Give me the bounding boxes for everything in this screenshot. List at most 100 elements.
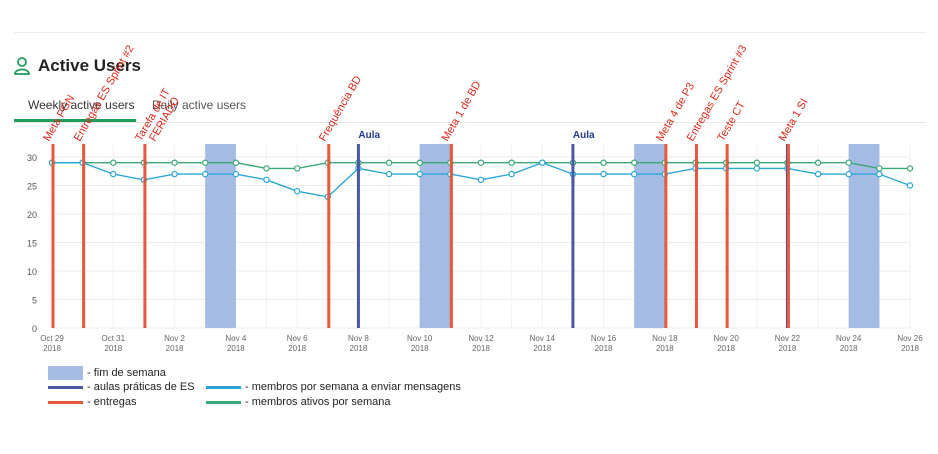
x-tick-year: 2018 <box>227 344 245 353</box>
data-point-weekly <box>263 165 270 172</box>
data-point-weekly <box>845 159 852 166</box>
card-header: Active Users <box>14 56 141 76</box>
legend-item-weekly: - membros ativos por semana <box>206 396 391 408</box>
legend-swatch <box>206 400 241 404</box>
x-tick-year: 2018 <box>166 344 184 353</box>
x-tick-year: 2018 <box>533 344 551 353</box>
entrega-label: Entregas ES Sprint #2 <box>72 43 137 143</box>
y-tick-label: 30 <box>27 153 37 163</box>
legend-swatch <box>48 366 83 380</box>
data-point-weekly <box>385 159 393 166</box>
x-tick-label: Nov 26 <box>897 334 923 343</box>
data-point-messaging <box>814 170 822 178</box>
y-tick-label: 25 <box>27 182 37 192</box>
data-point-messaging <box>293 187 301 195</box>
data-point-messaging <box>385 170 393 178</box>
data-point-weekly <box>753 159 760 166</box>
x-tick-year: 2018 <box>901 344 919 353</box>
data-point-weekly <box>876 165 883 172</box>
data-point-messaging <box>263 176 270 183</box>
legend-label: - entregas <box>87 396 137 408</box>
legend-item-weekend: - fim de semana <box>48 366 166 380</box>
x-tick-label: Nov 8 <box>348 334 369 343</box>
aula-label: Aula <box>573 130 595 141</box>
data-point-messaging <box>477 176 485 183</box>
entrega-label: Meta 1 SI <box>777 97 811 144</box>
x-tick-year: 2018 <box>288 344 306 353</box>
y-tick-label: 20 <box>27 210 37 220</box>
legend-item-aulas: - aulas práticas de ES <box>48 381 195 393</box>
weekend-band <box>848 144 880 328</box>
weekend-band <box>205 144 236 328</box>
legend-item-entregas: - entregas <box>48 396 137 408</box>
data-point-weekly <box>477 159 485 166</box>
page-title: Active Users <box>38 56 142 75</box>
tab-bar: Weekly active users Daily active users <box>14 94 926 123</box>
data-point-messaging <box>110 170 117 178</box>
tab-weekly-active-users[interactable]: Weekly active users <box>28 98 135 112</box>
data-point-messaging <box>906 182 914 189</box>
data-point-weekly <box>906 165 914 172</box>
data-point-messaging <box>508 170 515 178</box>
data-point-weekly <box>110 159 117 166</box>
entrega-label: Entregas ES Sprint #3 <box>685 43 750 143</box>
x-tick-year: 2018 <box>43 344 61 353</box>
legend-label: - membros ativos por semana <box>245 396 391 408</box>
data-point-messaging <box>539 159 546 166</box>
x-tick-year: 2018 <box>656 344 674 353</box>
data-point-messaging <box>845 170 852 178</box>
y-tick-label: 15 <box>27 239 37 249</box>
active-tab-indicator <box>14 119 136 122</box>
x-tick-label: Nov 24 <box>836 334 862 343</box>
x-tick-label: Nov 14 <box>530 334 556 343</box>
data-point-messaging <box>416 170 423 178</box>
legend-item-messaging: - membros por semana a enviar mensagens <box>206 381 461 393</box>
x-tick-label: Nov 18 <box>652 334 678 343</box>
x-tick-year: 2018 <box>411 344 429 353</box>
x-tick-year: 2018 <box>779 344 797 353</box>
x-tick-year: 2018 <box>840 344 858 353</box>
data-point-weekly <box>171 159 178 166</box>
data-point-weekly <box>293 165 301 172</box>
x-tick-year: 2018 <box>595 344 613 353</box>
top-divider <box>14 32 926 33</box>
tab-daily-active-users[interactable]: Daily active users <box>152 98 247 112</box>
x-tick-label: Oct 31 <box>101 334 125 343</box>
x-tick-label: Nov 4 <box>225 334 246 343</box>
data-point-weekly <box>814 159 822 166</box>
data-point-messaging <box>876 170 883 178</box>
entrega-label: Frequência BD <box>317 74 364 144</box>
x-tick-label: Nov 12 <box>468 334 494 343</box>
x-tick-year: 2018 <box>717 344 735 353</box>
x-tick-label: Nov 20 <box>713 334 739 343</box>
x-tick-label: Oct 29 <box>40 334 64 343</box>
user-icon <box>14 57 30 75</box>
data-point-messaging <box>631 170 638 178</box>
x-tick-label: Nov 2 <box>164 334 185 343</box>
x-tick-label: Nov 22 <box>775 334 801 343</box>
weekend-band <box>419 144 451 328</box>
x-tick-year: 2018 <box>104 344 122 353</box>
data-point-messaging <box>202 170 209 178</box>
legend-swatch <box>48 385 83 389</box>
data-point-weekly <box>232 159 240 166</box>
legend-label: - membros por semana a enviar mensagens <box>245 381 461 393</box>
data-point-messaging <box>171 170 178 178</box>
legend-swatch <box>48 400 83 404</box>
x-tick-year: 2018 <box>350 344 368 353</box>
data-point-weekly <box>202 159 209 166</box>
data-point-weekly <box>416 159 423 166</box>
data-point-messaging <box>600 170 607 178</box>
annotation-markers <box>51 144 790 328</box>
grid <box>51 144 911 329</box>
x-tick-label: Nov 10 <box>407 334 433 343</box>
weekend-band <box>634 144 665 328</box>
x-tick-label: Nov 6 <box>287 334 308 343</box>
data-point-weekly <box>600 159 607 166</box>
legend-label: - fim de semana <box>87 367 166 379</box>
y-tick-label: 10 <box>27 267 37 277</box>
entrega-label: Meta 1 de BD <box>440 79 484 143</box>
